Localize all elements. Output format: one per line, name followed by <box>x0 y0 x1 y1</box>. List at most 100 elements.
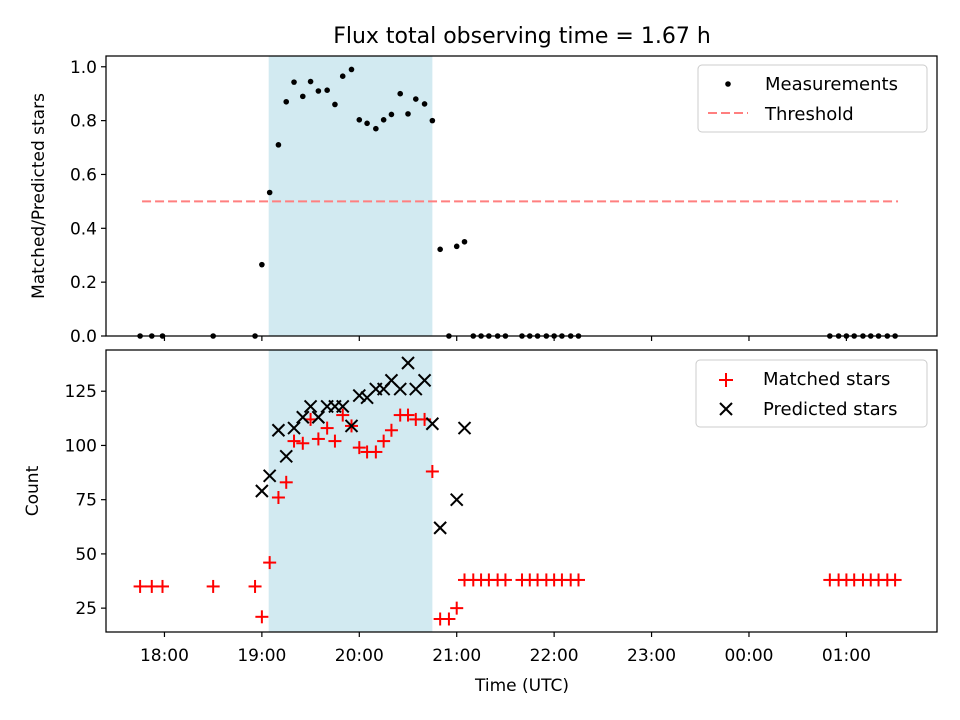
matched-star-point <box>401 408 415 422</box>
count-legend: Matched stars Predicted stars <box>695 359 928 428</box>
matched-star-point <box>377 434 391 448</box>
measurement-point <box>356 117 363 123</box>
measurement-point <box>461 238 468 245</box>
x-tick-label: 22:00 <box>530 646 579 666</box>
predicted-star-point <box>352 388 367 403</box>
matched-star-point <box>206 579 220 593</box>
matched-star-point <box>287 434 301 448</box>
measurement-point <box>380 117 387 123</box>
measurement-point <box>405 111 411 117</box>
y-tick-label: 25 <box>75 599 97 619</box>
measurement-point <box>266 189 273 196</box>
predicted-star-point <box>279 449 293 463</box>
y-tick-label: 0.2 <box>70 273 97 293</box>
measurement-point <box>259 261 265 268</box>
measurement-point <box>421 101 428 107</box>
ratio-legend: Measurements Threshold <box>697 64 928 133</box>
ratio-x-ticks <box>163 336 847 341</box>
matched-star-point <box>498 573 512 587</box>
measurement-point <box>437 246 443 253</box>
x-tick-label: 23:00 <box>627 646 676 666</box>
measurement-point <box>397 90 404 97</box>
measurement-point <box>324 87 330 93</box>
ratio-y-axis: 0.0 0.2 0.4 0.6 0.8 1.0 <box>70 58 106 347</box>
measurement-point <box>315 88 322 94</box>
measurement-point <box>307 78 314 85</box>
matched-star-point <box>296 436 310 450</box>
y-tick-label: 75 <box>75 491 97 511</box>
matched-star-point <box>271 491 285 505</box>
ratio-panel: 0.0 0.2 0.4 0.6 0.8 1.0 Matched/Predicted sta… <box>29 55 938 347</box>
count-y-axis-label: Count <box>23 465 43 516</box>
predicted-star-point <box>303 399 318 414</box>
legend-measurements-label: Measurements <box>765 74 898 95</box>
measurement-point <box>299 93 306 100</box>
x-tick-label: 19:00 <box>237 646 286 666</box>
x-tick-label: 01:00 <box>822 646 871 666</box>
count-axes-frame <box>105 349 938 633</box>
legend-matched-marker <box>719 373 733 387</box>
matched-star-point <box>369 445 383 459</box>
legend-predicted-marker <box>719 402 733 416</box>
y-tick-label: 0.6 <box>70 165 97 185</box>
predicted-star-point <box>457 421 472 435</box>
measurement-point <box>429 117 436 124</box>
matched-star-points <box>133 408 902 626</box>
predicted-star-point <box>425 417 440 431</box>
y-tick-label: 50 <box>75 545 97 565</box>
predicted-star-points <box>255 356 472 535</box>
matched-star-point <box>248 579 262 593</box>
x-tick-label: 18:00 <box>140 646 189 666</box>
ratio-axes-frame <box>105 55 938 337</box>
matched-star-point <box>255 610 269 624</box>
measurement-point <box>332 101 338 108</box>
y-tick-label: 100 <box>65 436 97 456</box>
x-tick-label: 00:00 <box>724 646 773 666</box>
predicted-star-point <box>433 521 447 535</box>
matched-star-point <box>156 579 170 593</box>
legend-measurement-marker <box>725 81 731 87</box>
y-tick-label: 1.0 <box>70 58 97 78</box>
predicted-star-point <box>262 469 277 483</box>
measurement-point <box>291 79 297 85</box>
predicted-star-point <box>311 410 326 424</box>
count-panel: 25 50 75 100 125 18:00 19:00 20:00 21:00 22:00 23… <box>23 349 938 696</box>
legend-threshold-label: Threshold <box>764 104 854 125</box>
matched-star-point <box>336 408 350 422</box>
x-tick-label: 20:00 <box>335 646 384 666</box>
measurement-point <box>364 120 370 127</box>
matched-star-point <box>352 441 366 455</box>
matched-star-point <box>263 556 277 570</box>
chart-title: Flux total observing time = 1.67 h <box>333 24 711 49</box>
matched-star-point <box>320 421 334 435</box>
measurement-point <box>453 243 460 250</box>
predicted-star-point <box>417 373 432 388</box>
y-tick-label: 125 <box>65 382 97 402</box>
predicted-star-point <box>296 410 310 424</box>
legend-predicted-label: Predicted stars <box>763 399 897 420</box>
measurement-point <box>275 142 282 148</box>
time-x-axis: 18:00 19:00 20:00 21:00 22:00 23:00 00:00 01:00 <box>140 632 871 666</box>
count-shaded-region <box>268 350 433 632</box>
predicted-star-point <box>336 399 350 414</box>
y-tick-label: 0.8 <box>70 112 97 132</box>
predicted-star-point <box>255 484 269 498</box>
measurement-point <box>373 125 379 132</box>
matched-star-point <box>328 434 342 448</box>
legend-matched-label: Matched stars <box>763 369 890 390</box>
ratio-shaded-region <box>268 56 433 336</box>
y-tick-label: 0.4 <box>70 219 97 239</box>
predicted-star-point <box>344 419 359 433</box>
matched-star-point <box>279 475 293 489</box>
matched-star-point <box>571 573 585 587</box>
predicted-star-point <box>287 421 301 435</box>
matched-star-point <box>133 579 147 593</box>
matched-star-point <box>384 423 398 437</box>
matched-star-point <box>311 432 325 446</box>
matched-star-point <box>425 464 439 478</box>
predicted-star-point <box>271 423 286 437</box>
count-y-axis: 25 50 75 100 125 <box>65 382 106 619</box>
measurement-point <box>339 73 346 79</box>
x-tick-label: 21:00 <box>432 646 481 666</box>
